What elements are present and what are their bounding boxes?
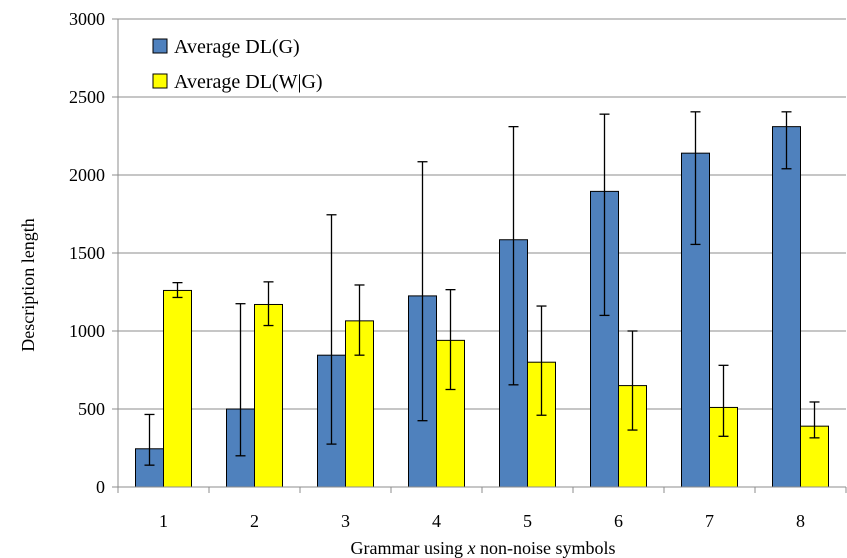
legend-label-dlwg: Average DL(W|G) — [174, 71, 323, 93]
bar-dlwg — [163, 289, 192, 488]
x-tick-label: 3 — [341, 511, 350, 531]
bars — [135, 126, 829, 488]
x-axis-title: Grammar using x non-noise symbols — [351, 538, 616, 558]
x-tick-labels: 1 2 3 4 5 6 7 8 — [159, 511, 805, 531]
x-axis-title-part-1: Grammar using — [351, 538, 468, 558]
y-tick-label: 3000 — [69, 9, 105, 29]
error-bars — [144, 111, 820, 466]
bar-dlwg — [254, 303, 283, 488]
y-axis-title: Description length — [18, 218, 38, 351]
legend-swatch-dlg — [152, 38, 168, 54]
legend-swatch-dlwg — [152, 73, 168, 89]
y-tick-label: 0 — [96, 477, 105, 497]
legend-label-dlg: Average DL(G) — [174, 36, 300, 58]
x-tick-label: 7 — [705, 511, 714, 531]
x-tick-label: 8 — [796, 511, 805, 531]
y-tick-label: 500 — [78, 399, 105, 419]
y-tick-labels: 0 500 1000 1500 2000 2500 3000 — [69, 9, 105, 497]
y-tick-label: 1500 — [69, 243, 105, 263]
bar-dlg — [772, 126, 801, 488]
x-tick-label: 1 — [159, 511, 168, 531]
x-tick-label: 2 — [250, 511, 259, 531]
y-tick-label: 2500 — [69, 87, 105, 107]
axes — [112, 18, 847, 493]
x-axis-title-variable: x — [466, 538, 475, 558]
x-tick-label: 5 — [523, 511, 532, 531]
x-tick-label: 6 — [614, 511, 623, 531]
legend: Average DL(G) Average DL(W|G) — [152, 36, 323, 93]
y-tick-label: 2000 — [69, 165, 105, 185]
x-tick-label: 4 — [432, 511, 441, 531]
y-tick-label: 1000 — [69, 321, 105, 341]
x-axis-title-part-2: non-noise symbols — [475, 538, 615, 558]
